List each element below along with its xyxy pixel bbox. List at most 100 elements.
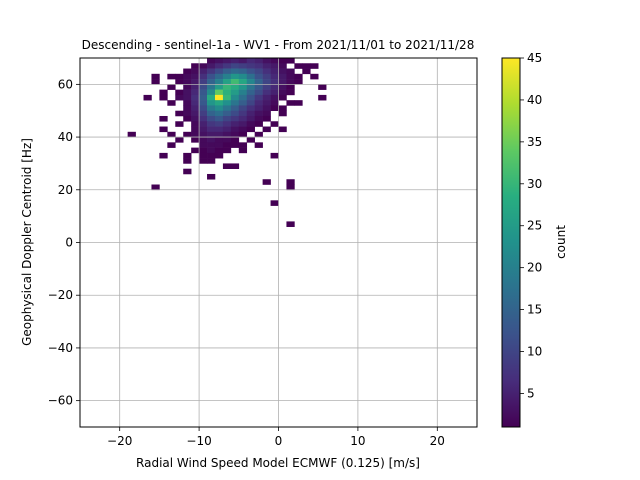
heatmap-bin: [183, 68, 192, 75]
heatmap-bin: [286, 184, 295, 191]
heatmap-bin: [278, 110, 287, 117]
colorbar-tick-label: 10: [527, 345, 542, 359]
heatmap-bin: [222, 147, 232, 154]
heatmap-bin: [222, 131, 232, 138]
heatmap-bin: [175, 110, 184, 117]
heatmap-bin: [207, 63, 216, 69]
heatmap-bin: [175, 79, 184, 85]
heatmap-bin: [294, 63, 303, 69]
heatmap-bin: [278, 68, 287, 75]
heatmap-bin: [230, 68, 240, 75]
heatmap-bin: [286, 79, 295, 85]
colorbar-tick-label: 30: [527, 177, 542, 191]
heatmap-bin: [199, 121, 208, 127]
heatmap-bin: [214, 89, 224, 96]
heatmap-bin: [222, 163, 232, 169]
heatmap-bin: [191, 79, 200, 85]
heatmap-bin: [199, 105, 208, 112]
heatmap-bin: [199, 84, 208, 90]
heatmap-bin: [230, 63, 240, 69]
heatmap-bins-layer: [127, 58, 327, 227]
heatmap-bin: [246, 115, 255, 122]
heatmap-bin: [199, 94, 208, 101]
heatmap-bin: [222, 94, 232, 101]
heatmap-bin: [159, 126, 168, 133]
x-tick-label: 0: [275, 434, 283, 448]
heatmap-bin: [175, 121, 184, 127]
heatmap-bin: [238, 73, 248, 80]
heatmap-bin: [207, 100, 216, 106]
heatmap-bin: [207, 147, 216, 154]
heatmap-bin: [222, 121, 232, 127]
heatmap-bin: [167, 73, 176, 80]
heatmap-bin: [230, 100, 240, 106]
heatmap-bin: [238, 63, 248, 69]
heatmap-bin: [214, 58, 224, 64]
heatmap-bin: [207, 152, 216, 159]
heatmap-bin: [246, 58, 255, 64]
heatmap-bin: [214, 121, 224, 127]
heatmap-bin: [262, 79, 271, 85]
heatmap-bin: [230, 115, 240, 122]
heatmap-bin: [230, 73, 240, 80]
heatmap-bin: [191, 105, 200, 112]
heatmap-bin: [214, 94, 224, 101]
heatmap-bin: [175, 89, 184, 96]
heatmap-bin: [199, 131, 208, 138]
heatmap-bin: [246, 121, 255, 127]
heatmap-bin: [207, 58, 216, 64]
heatmap-bin: [207, 89, 216, 96]
colorbar-tick-label: 35: [527, 135, 542, 149]
heatmap-bin: [230, 94, 240, 101]
heatmap-bin: [183, 152, 192, 159]
heatmap-bin: [214, 84, 224, 90]
heatmap-bin: [199, 126, 208, 133]
heatmap-bin: [254, 89, 263, 96]
heatmap-bin: [191, 126, 200, 133]
heatmap-bin: [246, 63, 255, 69]
heatmap-bin: [254, 94, 263, 101]
colorbar-tick-label: 15: [527, 303, 542, 317]
heatmap-bin: [207, 131, 216, 138]
heatmap-bin: [207, 84, 216, 90]
heatmap-bin: [191, 89, 200, 96]
x-axis: −20 −10 0 10 20: [107, 427, 445, 448]
heatmap-bin: [183, 89, 192, 96]
heatmap-bin: [183, 115, 192, 122]
heatmap-bin: [199, 152, 208, 159]
heatmap-bin: [222, 100, 232, 106]
y-tick-label: −40: [48, 341, 73, 355]
heatmap-bin: [199, 142, 208, 148]
y-axis-label: Geophysical Doppler Centroid [Hz]: [20, 138, 34, 346]
heatmap-bin: [191, 137, 200, 143]
heatmap-bin: [191, 63, 200, 69]
heatmap-bin: [199, 73, 208, 80]
heatmap-bin: [270, 152, 279, 159]
heatmap-bin: [191, 131, 200, 138]
heatmap-bin: [191, 147, 200, 154]
heatmap-bin: [214, 131, 224, 138]
heatmap-bin: [214, 110, 224, 117]
heatmap-bin: [254, 58, 263, 64]
heatmap-bin: [183, 168, 192, 175]
heatmap-bin: [270, 79, 279, 85]
gridlines: [80, 58, 477, 427]
heatmap-bin: [246, 94, 255, 101]
heatmap-bin: [262, 100, 271, 106]
heatmap-bin: [286, 179, 295, 185]
heatmap-bin: [278, 73, 287, 80]
heatmap-bin: [262, 94, 271, 101]
heatmap-bin: [230, 131, 240, 138]
heatmap-bin: [286, 73, 295, 80]
heatmap-bin: [167, 100, 176, 106]
heatmap-bin: [159, 89, 168, 96]
y-axis: −60 −40 −20 0 20 40 60: [48, 77, 80, 408]
heatmap-bin: [230, 126, 240, 133]
heatmap-bin: [278, 89, 287, 96]
heatmap-bin: [191, 73, 200, 80]
heatmap-bin: [238, 94, 248, 101]
heatmap-bin: [222, 137, 232, 143]
x-tick-label: −20: [107, 434, 132, 448]
x-tick-label: 10: [350, 434, 365, 448]
heatmap-bin: [254, 110, 263, 117]
